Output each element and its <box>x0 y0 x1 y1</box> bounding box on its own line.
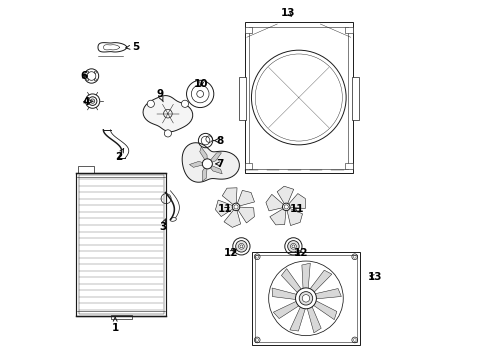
Text: 4: 4 <box>83 97 93 107</box>
Text: 13: 13 <box>368 272 382 282</box>
Bar <box>352 77 359 120</box>
Ellipse shape <box>170 217 176 221</box>
Circle shape <box>295 288 317 309</box>
Bar <box>245 27 252 33</box>
Bar <box>255 255 357 342</box>
Text: 3: 3 <box>159 219 166 231</box>
Polygon shape <box>143 95 193 132</box>
Text: 11: 11 <box>290 204 304 215</box>
Circle shape <box>283 203 290 211</box>
Circle shape <box>164 130 171 137</box>
Polygon shape <box>182 143 239 182</box>
Polygon shape <box>207 164 222 174</box>
Polygon shape <box>313 288 342 299</box>
Bar <box>245 22 353 173</box>
Polygon shape <box>200 147 207 164</box>
Text: 5: 5 <box>126 42 139 51</box>
Text: 2: 2 <box>115 149 123 162</box>
Circle shape <box>202 159 212 169</box>
Circle shape <box>181 100 189 107</box>
Polygon shape <box>312 300 337 320</box>
Text: 10: 10 <box>194 79 209 89</box>
Polygon shape <box>237 190 254 206</box>
Polygon shape <box>202 164 207 181</box>
Polygon shape <box>288 194 305 208</box>
Bar <box>345 27 353 33</box>
Circle shape <box>147 100 154 107</box>
Text: 12: 12 <box>294 248 308 258</box>
Text: 7: 7 <box>216 159 223 169</box>
Polygon shape <box>309 270 332 294</box>
Polygon shape <box>216 200 234 216</box>
Bar <box>345 163 353 169</box>
Circle shape <box>232 203 240 211</box>
Polygon shape <box>207 153 221 164</box>
Text: 6: 6 <box>81 71 88 81</box>
Polygon shape <box>302 263 310 291</box>
Text: 13: 13 <box>281 8 295 18</box>
Polygon shape <box>238 207 254 223</box>
Text: 9: 9 <box>156 89 163 102</box>
Polygon shape <box>287 208 302 226</box>
Bar <box>78 166 95 173</box>
Bar <box>252 252 360 345</box>
Polygon shape <box>222 188 237 205</box>
Circle shape <box>291 243 296 249</box>
Text: 8: 8 <box>214 136 223 145</box>
Text: 11: 11 <box>218 204 233 215</box>
Polygon shape <box>281 269 302 294</box>
Circle shape <box>288 240 299 252</box>
Text: 12: 12 <box>223 248 238 258</box>
Bar <box>249 27 348 168</box>
Bar <box>245 163 252 169</box>
Text: 1: 1 <box>112 317 119 333</box>
Bar <box>239 77 245 120</box>
Polygon shape <box>270 208 286 225</box>
Circle shape <box>236 240 247 252</box>
Circle shape <box>239 243 245 249</box>
Circle shape <box>302 294 310 302</box>
Polygon shape <box>272 288 298 300</box>
Polygon shape <box>277 186 294 204</box>
Polygon shape <box>273 301 301 319</box>
Polygon shape <box>290 305 306 331</box>
Polygon shape <box>266 194 284 211</box>
Bar <box>78 175 164 315</box>
Polygon shape <box>190 161 207 167</box>
Polygon shape <box>307 305 321 333</box>
Polygon shape <box>224 209 241 228</box>
Bar <box>76 173 166 316</box>
Bar <box>111 315 132 319</box>
Circle shape <box>299 292 313 305</box>
